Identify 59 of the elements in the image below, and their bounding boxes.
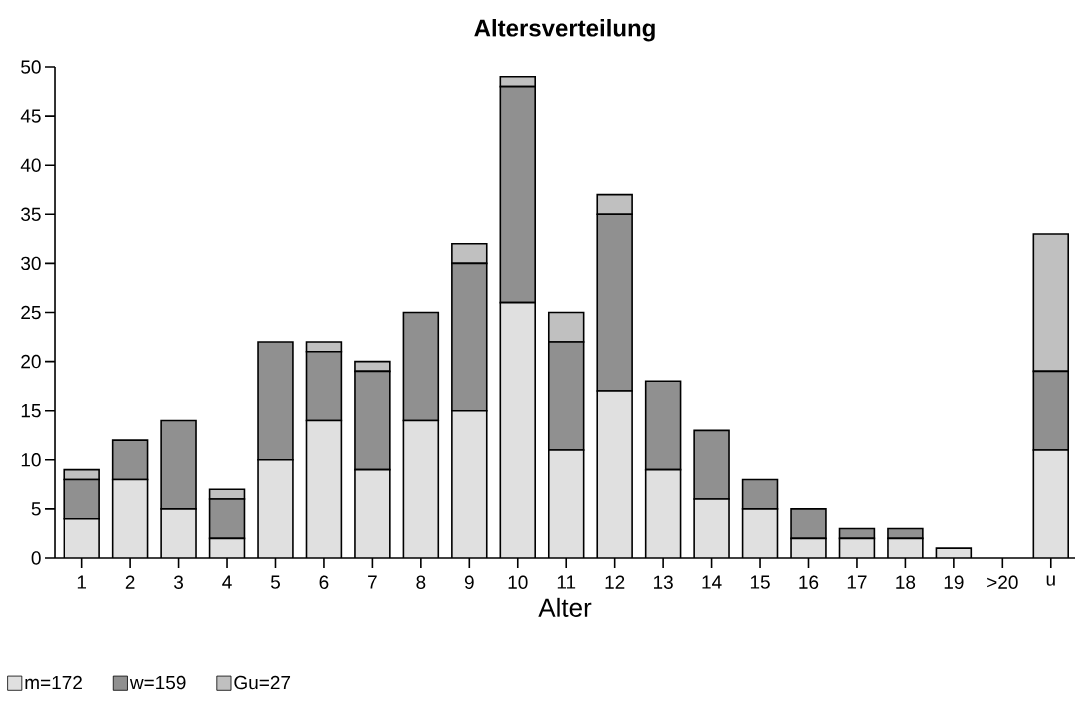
x-tick-label: 16 [799,575,819,589]
y-tick-label: 40 [20,158,41,172]
bar [402,311,440,422]
x-tick-label: 18 [896,575,916,589]
x-tick-label: 1 [77,575,87,589]
y-tick-label: 50 [21,60,41,74]
y-tick-label: 45 [20,109,41,123]
bar [403,420,439,558]
legend-label: w=159 [129,675,186,690]
bar [112,479,148,558]
x-tick-label: >20 [987,575,1018,589]
bar [741,478,779,510]
bar [742,508,778,558]
x-axis-title: Alter [538,597,592,617]
y-tick-label: 0 [31,551,41,565]
x-tick-label: 2 [125,575,135,589]
bar [111,439,149,481]
bar [644,380,682,471]
y-tick-label: 20 [21,354,41,369]
x-tick-label: 11 [557,575,576,589]
bar [257,341,294,461]
bar [597,391,633,558]
x-tick-label: 7 [368,575,377,589]
x-tick-label: 19 [944,575,964,589]
x-tick-label: 13 [654,575,673,589]
bar [451,410,487,558]
x-tick-label: 12 [605,575,625,589]
x-tick-label: 14 [702,575,722,589]
y-tick-label: 10 [21,453,41,467]
bar [160,419,197,510]
y-tick-label: 5 [31,502,41,516]
bar [790,508,827,540]
chart-title: Altersverteilung [474,18,655,42]
x-tick-label: 9 [464,575,474,589]
x-tick-label: 8 [416,575,426,589]
bar [258,459,293,558]
bar [693,429,730,500]
y-tick-label: 25 [21,305,41,320]
x-tick-label: 6 [319,575,329,589]
x-tick-label: 17 [847,575,867,589]
bar [1032,449,1070,558]
x-tick-label: 10 [508,575,528,589]
x-tick-label: 4 [222,575,232,589]
x-tick-label: 15 [750,575,770,589]
legend-label: m=172 [25,675,82,690]
bar [694,499,730,558]
x-tick-label: u [1046,575,1055,586]
legend-label: Gu=27 [234,675,291,690]
bar [354,469,390,558]
bar [645,469,681,558]
bar [500,302,536,558]
x-tick-label: 3 [174,575,184,589]
y-tick-label: 35 [21,207,41,222]
bar [306,420,342,558]
bar [161,508,197,558]
y-tick-label: 15 [21,404,41,418]
y-tick-label: 30 [21,256,41,271]
x-tick-label: 5 [270,575,280,589]
bar [548,449,584,558]
